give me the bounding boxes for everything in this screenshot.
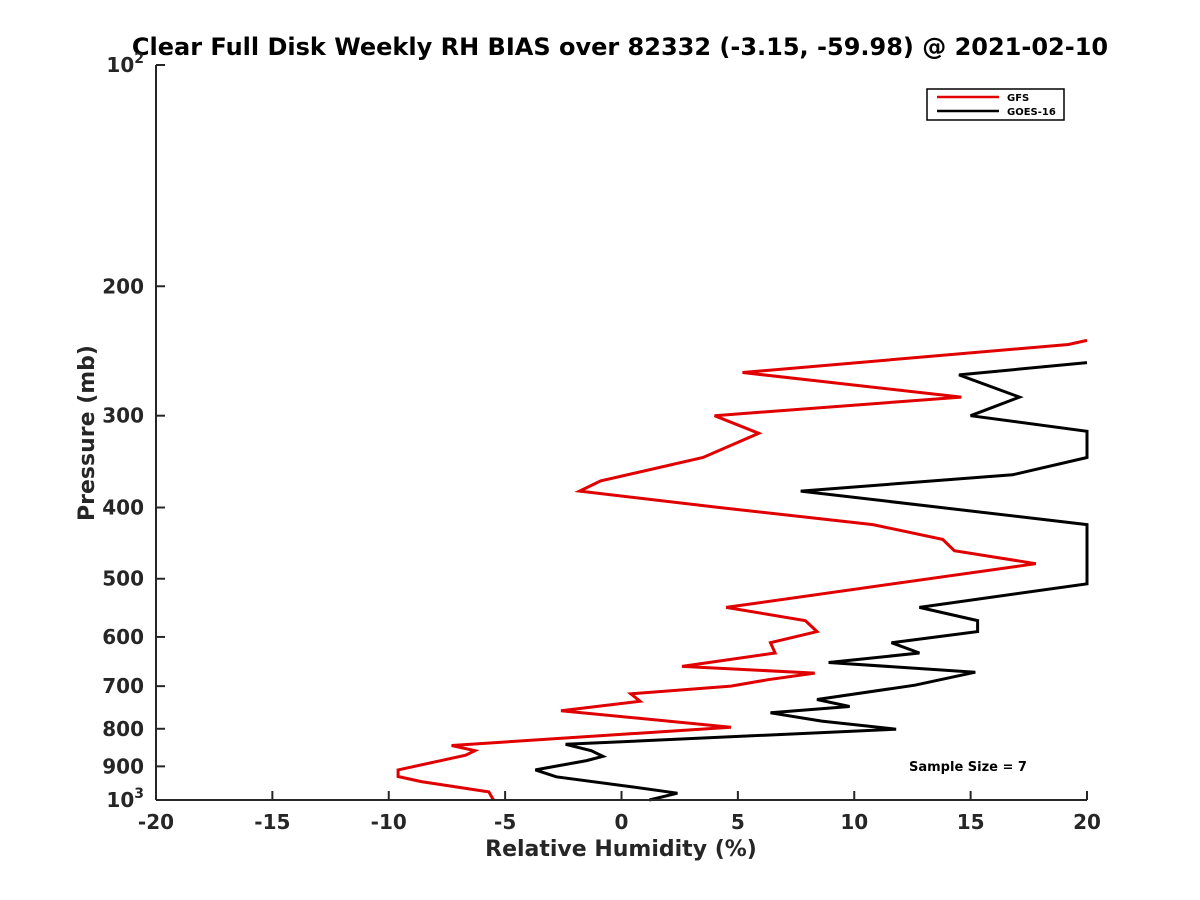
x-tick-layer: -20 -15 -10 -5 0 5 10 15 20	[138, 791, 1101, 834]
chart-title: Clear Full Disk Weekly RH BIAS over 8233…	[132, 33, 1108, 61]
y-tick-label: 300	[102, 404, 144, 428]
x-tick-label: 10	[840, 810, 868, 834]
y-tick-label: 700	[102, 674, 144, 698]
legend-label-gfs: GFS	[1007, 93, 1029, 104]
x-tick-label: 5	[731, 810, 745, 834]
x-tick-label: -20	[138, 810, 174, 834]
y-tick-label: 900	[102, 754, 144, 778]
y-tick-label: 103	[106, 786, 144, 812]
x-tick-label: 20	[1073, 810, 1101, 834]
x-tick-label: 15	[957, 810, 985, 834]
series-line-gfs	[396, 338, 1088, 801]
y-tick-label: 400	[102, 496, 144, 520]
y-tick-layer: 102 200 300 400 500 600 700 800 900 103	[102, 51, 165, 812]
legend-box	[926, 88, 1065, 121]
x-tick-label: -15	[254, 810, 290, 834]
y-tick-label: 600	[102, 625, 144, 649]
y-tick-label: 500	[102, 567, 144, 591]
x-tick-label: -10	[371, 810, 407, 834]
legend: GFS GOES-16	[926, 88, 1065, 121]
y-tick-label: 102	[106, 51, 144, 77]
legend-label-goes-16: GOES-16	[1007, 107, 1056, 118]
y-tick-label: 200	[102, 274, 144, 298]
sample-size-annotation: Sample Size = 7	[909, 760, 1027, 775]
x-axis-label: Relative Humidity (%)	[485, 837, 757, 862]
series-line-goes-16	[534, 361, 1089, 802]
x-tick-label: 0	[615, 810, 629, 834]
y-axis-label: Pressure (mb)	[75, 345, 100, 521]
series-layer	[396, 338, 1089, 802]
x-tick-label: -5	[494, 810, 516, 834]
y-tick-label: 800	[102, 717, 144, 741]
